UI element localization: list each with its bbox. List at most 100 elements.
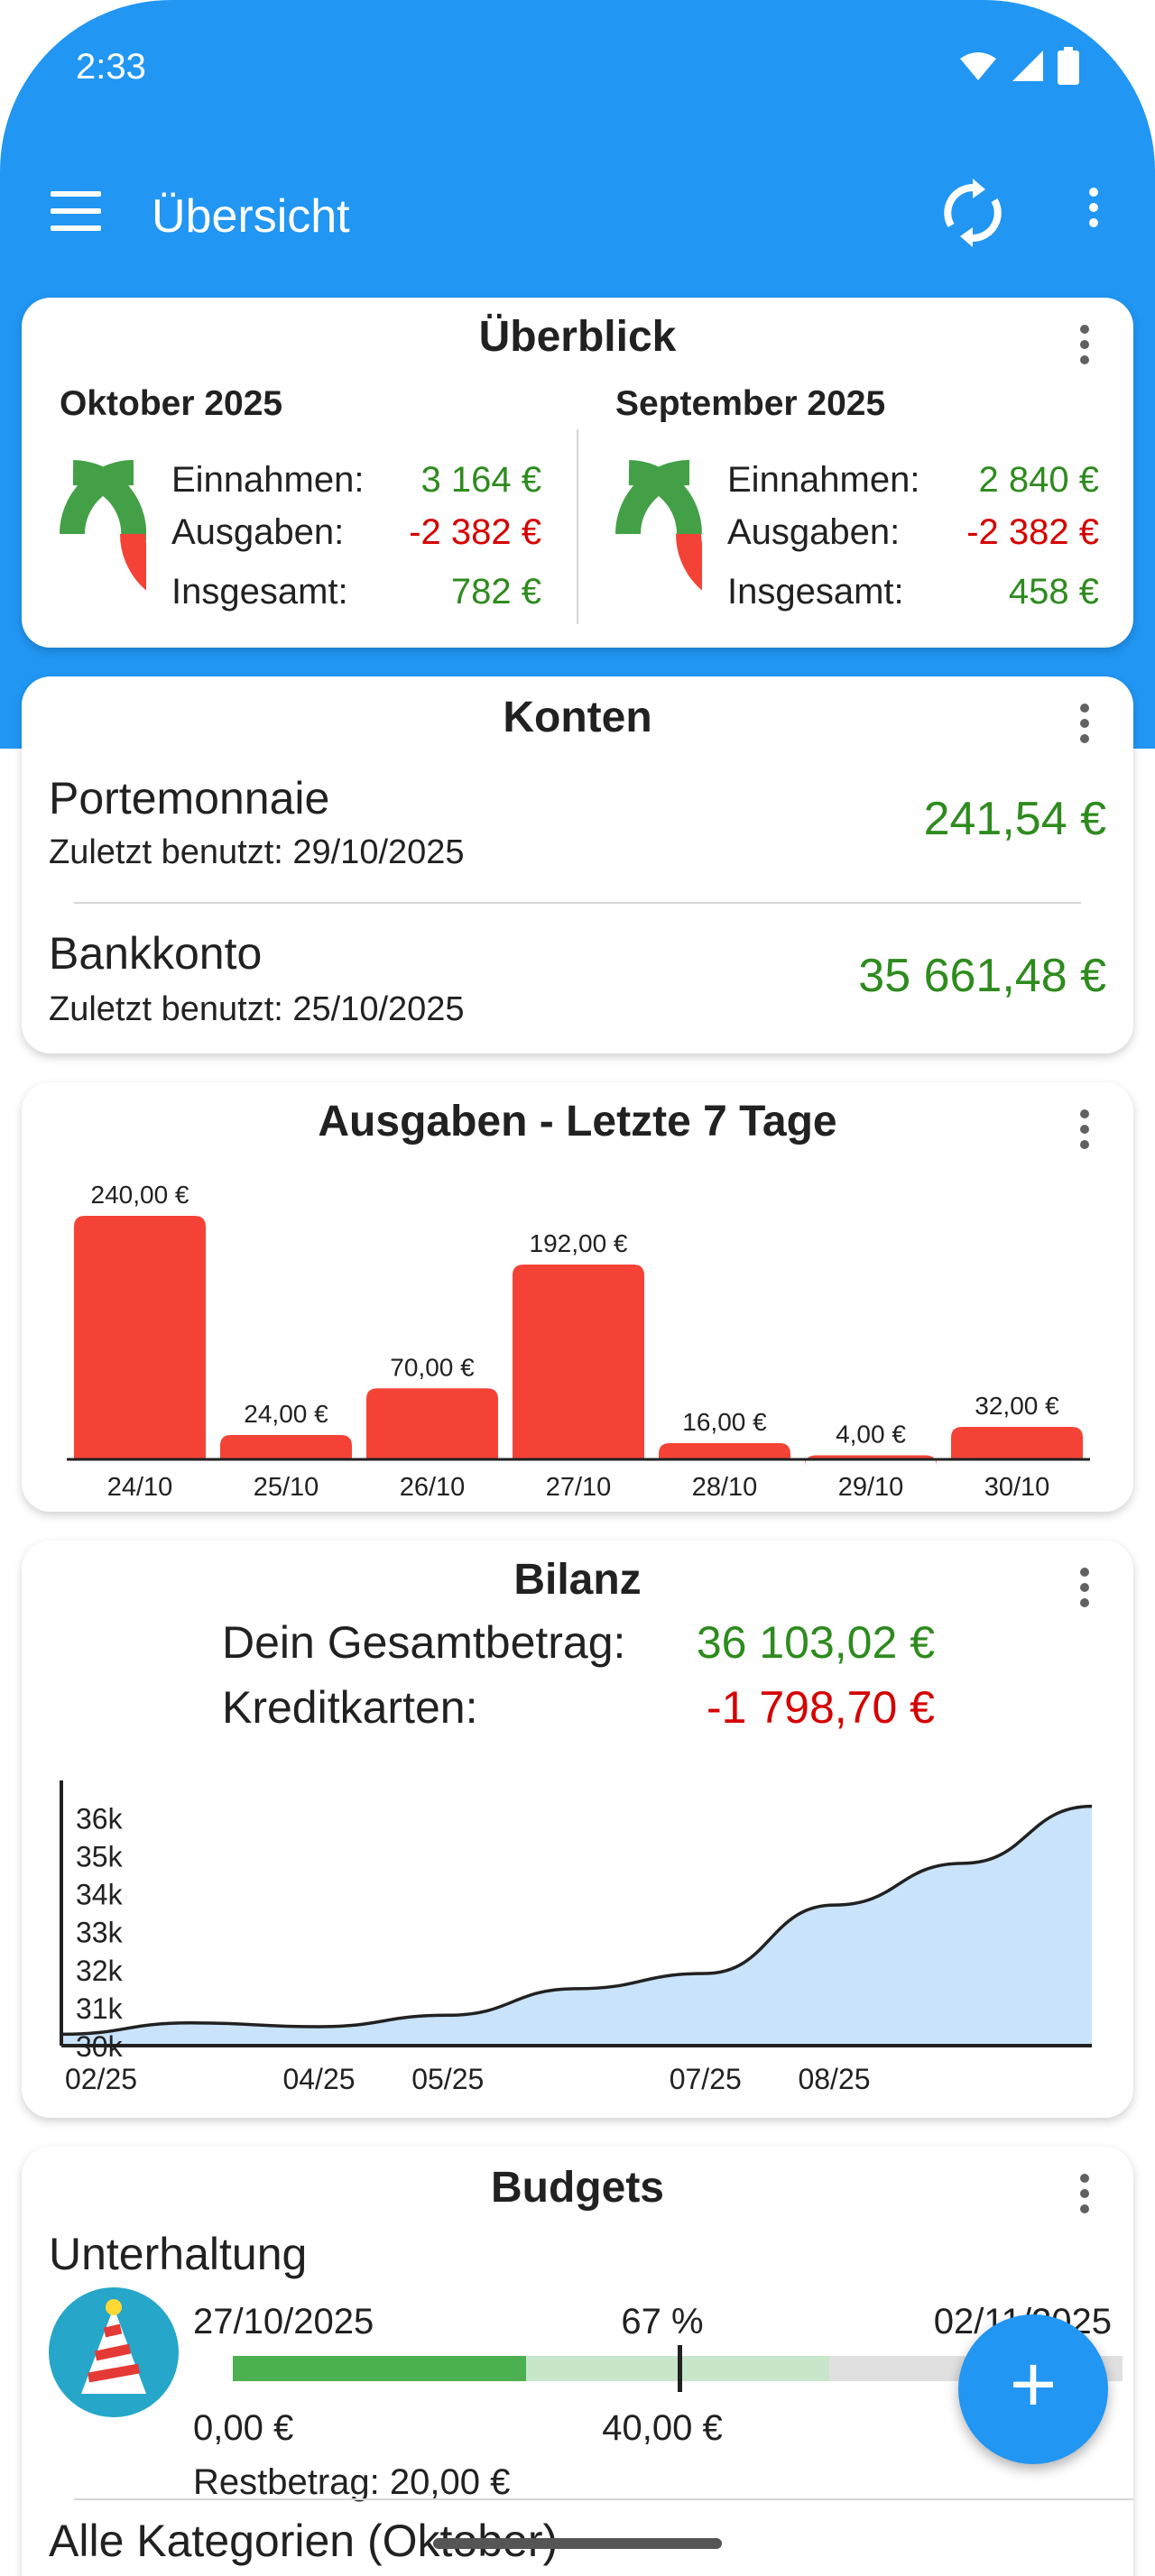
y-tick-label: 34k: [76, 1879, 124, 1911]
account-row[interactable]: Bankkonto Zuletzt benutzt: 25/10/2025 35…: [22, 918, 1133, 1053]
bar-value-label: 240,00 €: [91, 1181, 189, 1209]
overview-current-donut: [60, 460, 146, 591]
y-tick-label: 36k: [76, 1802, 124, 1835]
app-bar: Übersicht: [0, 171, 1155, 262]
bar: [366, 1388, 498, 1459]
budget-spent: 0,00 €: [193, 2408, 294, 2448]
bar: [951, 1427, 1083, 1459]
overview-divider: [577, 429, 578, 624]
balance-line: [60, 1804, 1093, 2037]
budget-percent: 67 %: [621, 2302, 704, 2341]
overview-current-income: 3 164 €: [420, 460, 541, 500]
balance-total-value: 36 103,02 €: [696, 1617, 935, 1668]
bar: [659, 1443, 790, 1459]
balance-total-label: Dein Gesamtbetrag:: [222, 1617, 626, 1668]
accounts-divider: [74, 902, 1081, 904]
accounts-more-icon[interactable]: [1074, 704, 1095, 743]
plus-icon: +: [1009, 2340, 1058, 2430]
overview-current-total: 782 €: [450, 572, 541, 612]
bar-value-label: 24,00 €: [244, 1400, 328, 1428]
overview-previous-income: 2 840 €: [978, 460, 1099, 500]
overview-previous-income-label: Einnahmen:: [727, 460, 920, 500]
overview-current-expense-label: Ausgaben:: [171, 512, 345, 552]
bar-value-label: 4,00 €: [836, 1421, 906, 1449]
balance-title: Bilanz: [513, 1556, 642, 1604]
home-indicator[interactable]: [433, 2538, 722, 2549]
account-balance: 35 661,48 €: [858, 950, 1106, 1002]
menu-icon[interactable]: [51, 191, 101, 236]
budget-remaining: Restbetrag: 20,00 €: [193, 2462, 510, 2503]
expenses-card: Ausgaben - Letzte 7 Tage 240,00 € 24/10 24…: [22, 1082, 1133, 1512]
expenses-bar-chart: 240,00 € 24/10 24,00 € 25/10 70,00 € 26/10 192…: [67, 1181, 1090, 1502]
sync-icon[interactable]: [938, 179, 1007, 247]
bar-value-label: 192,00 €: [530, 1229, 628, 1257]
x-tick-label: 05/25: [411, 2063, 484, 2095]
overview-current-expense: -2 382 €: [409, 512, 541, 552]
add-transaction-button[interactable]: +: [958, 2314, 1108, 2464]
expenses-more-icon[interactable]: [1074, 1109, 1095, 1149]
status-icons: [958, 47, 1079, 85]
signal-icon: [1012, 51, 1043, 81]
area-fill: [61, 1806, 1092, 2046]
expenses-title: Ausgaben - Letzte 7 Tage: [318, 1098, 837, 1145]
overview-title: Überblick: [478, 313, 677, 361]
status-bar: 2:33: [0, 0, 1155, 135]
balance-area-chart: 30k 31k 32k 33k 34k 35k 36k 02/25 04/25 05/25 07/2…: [60, 1780, 1093, 2095]
account-row[interactable]: Portemonnaie Zuletzt benutzt: 29/10/2025…: [22, 763, 1133, 907]
overview-current-income-label: Einnahmen:: [171, 460, 365, 500]
budget-progress-fill: [233, 2356, 527, 2381]
bar-value-label: 16,00 €: [682, 1408, 767, 1436]
x-tick-label: 25/10: [254, 1473, 319, 1502]
bar: [220, 1435, 352, 1459]
bar-value-label: 32,00 €: [975, 1392, 1059, 1420]
x-tick-label: 24/10: [107, 1473, 173, 1502]
budget-limit: 40,00 €: [602, 2408, 723, 2448]
x-tick-label: 07/25: [670, 2063, 742, 2095]
y-tick-label: 32k: [76, 1955, 124, 1987]
budget-remaining-value: 20,00 €: [389, 2462, 511, 2502]
account-last-used: Zuletzt benutzt: 29/10/2025: [49, 833, 465, 871]
x-tick-label: 26/10: [400, 1473, 466, 1502]
wifi-icon: [960, 52, 996, 80]
budget-remaining-label: Restbetrag:: [193, 2462, 380, 2502]
accounts-title: Konten: [503, 694, 652, 741]
budget-today-marker: [678, 2345, 682, 2392]
budgets-divider: [74, 2498, 1133, 2500]
overview-card: Überblick Oktober 2025 Einnahmen: 3 164 …: [22, 298, 1133, 648]
x-tick-label: 27/10: [546, 1473, 612, 1502]
y-tick-label: 31k: [76, 1992, 124, 2025]
account-name: Bankkonto: [49, 928, 263, 979]
x-tick-label: 08/25: [798, 2063, 870, 2095]
budgets-card: Budgets Unterhaltung 27/10/2025 67 % 02/…: [22, 2147, 1133, 2576]
budget-name: Unterhaltung: [49, 2229, 308, 2279]
overview-previous-month: September 2025: [615, 384, 886, 423]
overview-previous-expense: -2 382 €: [966, 512, 1099, 552]
overview-previous-total: 458 €: [1008, 572, 1099, 612]
more-options-icon[interactable]: [1083, 188, 1104, 242]
x-tick-label: 29/10: [838, 1473, 904, 1502]
y-tick-label: 30k: [76, 2030, 124, 2063]
status-time: 2:33: [76, 47, 146, 87]
balance-card: Bilanz Dein Gesamtbetrag: 36 103,02 € Kr…: [22, 1541, 1133, 2118]
budget-item[interactable]: Unterhaltung 27/10/2025 67 % 02/11/2025 …: [22, 2228, 1133, 2553]
overview-previous-expense-label: Ausgaben:: [727, 512, 901, 552]
x-tick-label: 30/10: [984, 1473, 1050, 1502]
overview-more-icon[interactable]: [1074, 325, 1095, 364]
account-balance: 241,54 €: [923, 793, 1106, 845]
page-title: Übersicht: [152, 190, 350, 243]
bar: [74, 1216, 206, 1459]
budgets-title: Budgets: [491, 2164, 664, 2212]
battery-icon: [1058, 47, 1079, 85]
x-tick-label: 02/25: [65, 2063, 137, 2095]
overview-previous-total-label: Insgesamt:: [727, 572, 904, 612]
overview-previous-donut: [615, 460, 702, 591]
y-tick-label: 33k: [76, 1917, 124, 1949]
balance-credit-label: Kreditkarten:: [222, 1682, 478, 1733]
x-tick-label: 04/25: [282, 2063, 355, 2095]
overview-current-month: Oktober 2025: [60, 384, 283, 423]
account-last-used: Zuletzt benutzt: 25/10/2025: [49, 990, 465, 1028]
budgets-more-icon[interactable]: [1074, 2174, 1095, 2213]
overview-current-total-label: Insgesamt:: [171, 572, 348, 612]
balance-more-icon[interactable]: [1074, 1568, 1095, 1607]
